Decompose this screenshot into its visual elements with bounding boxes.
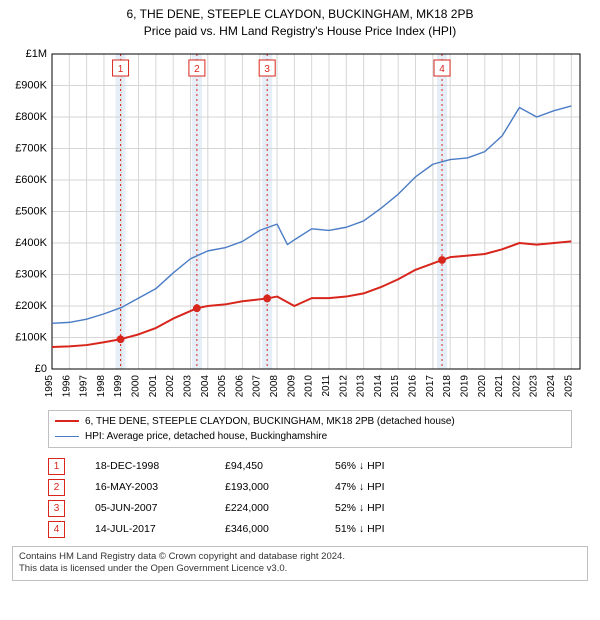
svg-text:£0: £0 [35, 363, 47, 375]
svg-text:2009: 2009 [286, 374, 297, 397]
svg-text:£900K: £900K [15, 79, 47, 91]
svg-text:2015: 2015 [390, 374, 401, 397]
svg-text:1995: 1995 [44, 374, 55, 397]
transaction-date: 05-JUN-2007 [95, 502, 195, 514]
title-line2: Price paid vs. HM Land Registry's House … [10, 23, 590, 40]
transaction-delta: 47% ↓ HPI [335, 481, 425, 493]
transaction-date: 18-DEC-1998 [95, 460, 195, 472]
title-line1: 6, THE DENE, STEEPLE CLAYDON, BUCKINGHAM… [10, 6, 590, 23]
svg-text:4: 4 [439, 64, 445, 75]
legend-swatch [55, 420, 79, 422]
svg-text:£400K: £400K [15, 237, 47, 249]
svg-text:2013: 2013 [356, 374, 367, 397]
transaction-row: 2 16-MAY-2003 £193,000 47% ↓ HPI [48, 477, 572, 498]
svg-text:2014: 2014 [373, 374, 384, 397]
svg-text:2010: 2010 [304, 374, 315, 397]
transaction-price: £193,000 [225, 481, 305, 493]
svg-text:2023: 2023 [529, 374, 540, 397]
svg-text:2025: 2025 [563, 374, 574, 397]
svg-text:1: 1 [118, 64, 124, 75]
footer-line2: This data is licensed under the Open Gov… [19, 563, 581, 576]
transaction-marker: 1 [48, 458, 65, 475]
svg-text:1997: 1997 [79, 374, 90, 397]
legend: 6, THE DENE, STEEPLE CLAYDON, BUCKINGHAM… [48, 410, 572, 448]
legend-label: 6, THE DENE, STEEPLE CLAYDON, BUCKINGHAM… [85, 414, 455, 429]
svg-text:2002: 2002 [165, 374, 176, 397]
attribution-footer: Contains HM Land Registry data © Crown c… [12, 546, 588, 582]
legend-item: 6, THE DENE, STEEPLE CLAYDON, BUCKINGHAM… [55, 414, 565, 429]
transaction-row: 4 14-JUL-2017 £346,000 51% ↓ HPI [48, 519, 572, 540]
svg-text:£200K: £200K [15, 300, 47, 312]
transaction-price: £346,000 [225, 523, 305, 535]
svg-text:2005: 2005 [217, 374, 228, 397]
svg-text:2012: 2012 [338, 374, 349, 397]
svg-text:2021: 2021 [494, 374, 505, 397]
svg-text:2011: 2011 [321, 374, 332, 396]
svg-text:2017: 2017 [425, 374, 436, 397]
svg-text:2022: 2022 [511, 374, 522, 397]
transaction-marker: 3 [48, 500, 65, 517]
svg-text:2006: 2006 [234, 374, 245, 397]
legend-item: HPI: Average price, detached house, Buck… [55, 429, 565, 444]
svg-text:£1M: £1M [26, 48, 47, 60]
svg-text:3: 3 [264, 64, 270, 75]
transaction-date: 14-JUL-2017 [95, 523, 195, 535]
svg-text:2004: 2004 [200, 374, 211, 397]
svg-text:2003: 2003 [182, 374, 193, 397]
svg-text:2024: 2024 [546, 374, 557, 397]
transaction-row: 1 18-DEC-1998 £94,450 56% ↓ HPI [48, 456, 572, 477]
transaction-delta: 52% ↓ HPI [335, 502, 425, 514]
legend-swatch [55, 436, 79, 437]
svg-text:2019: 2019 [459, 374, 470, 397]
svg-text:1998: 1998 [96, 374, 107, 397]
svg-text:£500K: £500K [15, 205, 47, 217]
svg-text:2016: 2016 [408, 374, 419, 397]
transaction-date: 16-MAY-2003 [95, 481, 195, 493]
legend-label: HPI: Average price, detached house, Buck… [85, 429, 327, 444]
svg-text:2018: 2018 [442, 374, 453, 397]
transaction-marker: 4 [48, 521, 65, 538]
svg-text:£100K: £100K [15, 331, 47, 343]
svg-text:2007: 2007 [252, 374, 263, 397]
svg-text:2000: 2000 [131, 374, 142, 397]
transaction-marker: 2 [48, 479, 65, 496]
transaction-price: £94,450 [225, 460, 305, 472]
svg-text:2008: 2008 [269, 374, 280, 397]
chart-title: 6, THE DENE, STEEPLE CLAYDON, BUCKINGHAM… [0, 0, 600, 44]
svg-text:2020: 2020 [477, 374, 488, 397]
svg-text:£700K: £700K [15, 142, 47, 154]
svg-text:2: 2 [194, 64, 200, 75]
transaction-delta: 56% ↓ HPI [335, 460, 425, 472]
transaction-delta: 51% ↓ HPI [335, 523, 425, 535]
transaction-price: £224,000 [225, 502, 305, 514]
svg-text:£300K: £300K [15, 268, 47, 280]
svg-text:2001: 2001 [148, 374, 159, 397]
transaction-row: 3 05-JUN-2007 £224,000 52% ↓ HPI [48, 498, 572, 519]
chart-area: £0 £100K £200K £300K £400K £500K £600K £700K £80… [0, 44, 600, 404]
transactions-table: 1 18-DEC-1998 £94,450 56% ↓ HPI 2 16-MAY-2003… [48, 456, 572, 540]
price-chart: £0 £100K £200K £300K £400K £500K £600K £700K £80… [8, 44, 592, 404]
svg-text:£800K: £800K [15, 111, 47, 123]
svg-text:1996: 1996 [61, 374, 72, 397]
svg-text:1999: 1999 [113, 374, 124, 397]
footer-line1: Contains HM Land Registry data © Crown c… [19, 551, 581, 564]
svg-text:£600K: £600K [15, 174, 47, 186]
